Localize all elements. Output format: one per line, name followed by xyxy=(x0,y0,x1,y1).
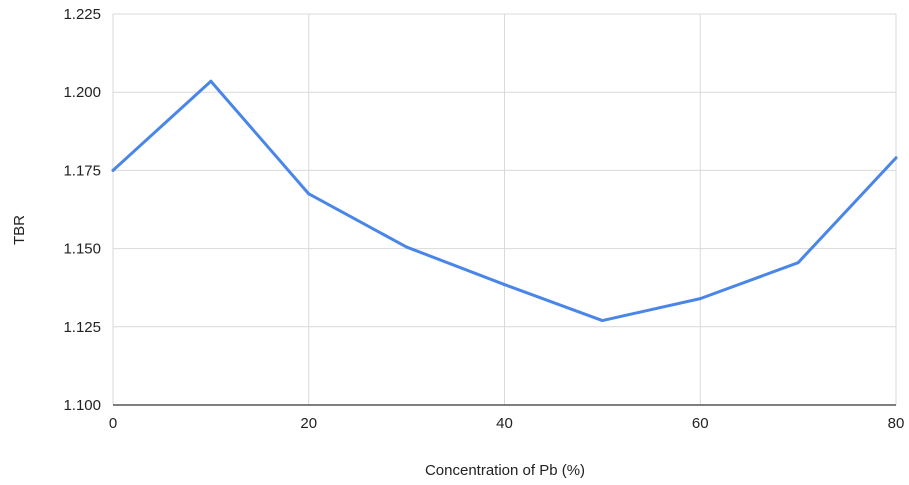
x-tick-label: 60 xyxy=(692,415,709,432)
data-point xyxy=(796,261,800,265)
y-axis-title: TBR xyxy=(11,215,28,245)
data-point xyxy=(894,156,898,160)
data-point xyxy=(111,168,115,172)
data-point xyxy=(405,245,409,249)
series-layer xyxy=(111,79,898,323)
y-tick-labels: 1.100 1.125 1.150 1.175 1.200 1.225 xyxy=(63,6,101,414)
data-point xyxy=(698,297,702,301)
x-axis-title: Concentration of Pb (%) xyxy=(425,462,585,479)
y-tick-label: 1.150 xyxy=(63,241,101,258)
x-tick-label: 0 xyxy=(109,415,117,432)
gridlines xyxy=(112,13,897,405)
y-tick-label: 1.200 xyxy=(63,84,101,101)
data-point xyxy=(600,319,604,323)
y-tick-label: 1.100 xyxy=(63,397,101,414)
x-tick-labels: 0 20 40 60 80 xyxy=(109,415,905,432)
data-point xyxy=(209,79,213,83)
y-tick-label: 1.125 xyxy=(63,319,101,336)
y-tick-label: 1.225 xyxy=(63,6,101,23)
data-point xyxy=(503,283,506,287)
data-point xyxy=(307,192,311,196)
x-tick-label: 20 xyxy=(300,415,317,432)
x-tick-label: 40 xyxy=(496,415,513,432)
y-tick-label: 1.175 xyxy=(63,162,101,179)
x-tick-label: 80 xyxy=(888,415,905,432)
